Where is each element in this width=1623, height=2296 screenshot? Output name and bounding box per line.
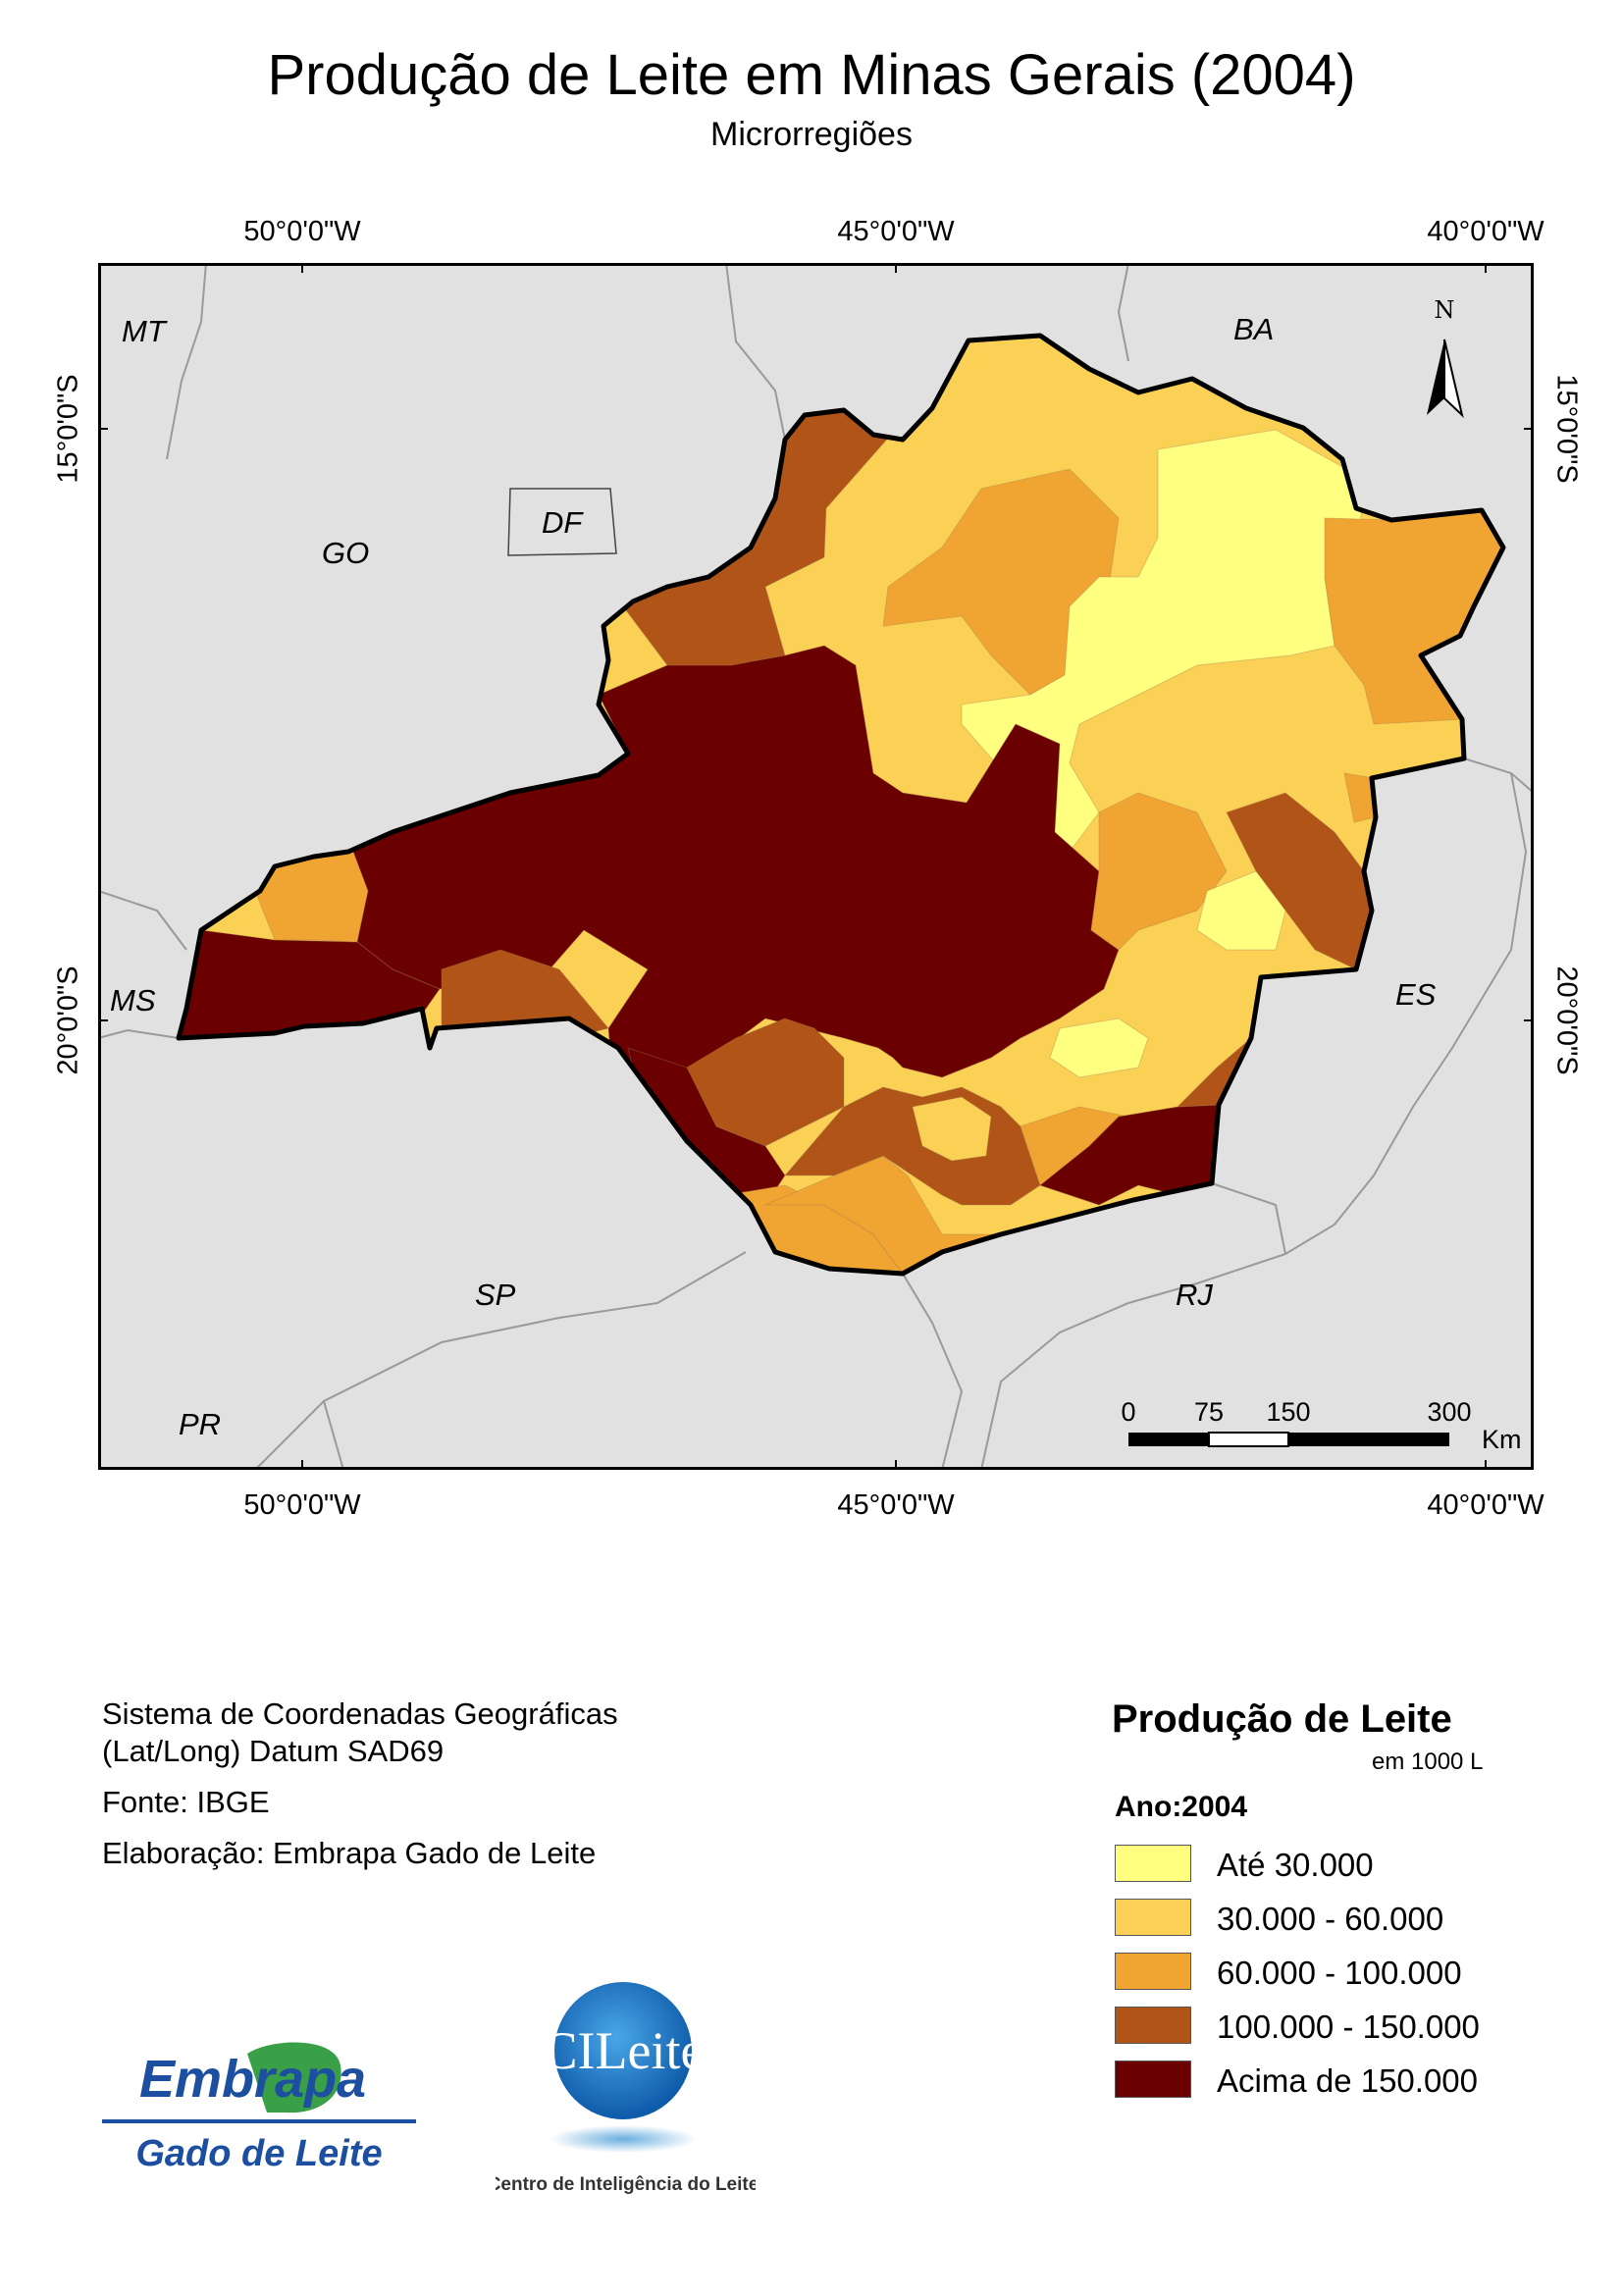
scale-bar: 0 75 150 300 Km xyxy=(1121,1397,1521,1454)
minas-gerais-outline xyxy=(176,333,1506,1277)
state-label-rj: RJ xyxy=(1176,1278,1213,1312)
state-label-mt: MT xyxy=(122,314,168,348)
right-latitude-label: 15°0'0"S xyxy=(1550,374,1583,484)
map-frame: MT BA GO DF MS ES SP RJ PR xyxy=(98,263,1534,1470)
state-label-df: DF xyxy=(542,505,584,540)
crs-line-2: (Lat/Long) Datum SAD69 xyxy=(102,1734,445,1768)
region-east-mid xyxy=(1090,792,1228,951)
top-longitude-label: 45°0'0"W xyxy=(837,216,955,247)
bottom-longitude-label: 50°0'0"W xyxy=(243,1489,361,1521)
legend-swatch xyxy=(1115,1953,1191,1990)
scale-unit: Km xyxy=(1482,1425,1522,1454)
region-south-yellow xyxy=(1049,1018,1149,1078)
legend-title: Produção de Leite xyxy=(1112,1697,1452,1741)
legend-unit: em 1000 L xyxy=(1372,1748,1484,1775)
neighbor-state-borders xyxy=(98,263,1534,1470)
north-arrow-label: N xyxy=(1435,296,1455,324)
state-label-sp: SP xyxy=(475,1278,516,1312)
embrapa-logo: Embrapa Gado de Leite xyxy=(100,2036,419,2193)
legend-label: Até 30.000 xyxy=(1217,1847,1374,1883)
right-latitude-label: 20°0'0"S xyxy=(1550,965,1583,1075)
state-label-pr: PR xyxy=(179,1407,221,1441)
bottom-longitude-label: 45°0'0"W xyxy=(837,1489,955,1521)
author-text: Elaboração: Embrapa Gado de Leite xyxy=(102,1836,597,1870)
region-east-yellow xyxy=(1196,870,1286,951)
crs-line-1: Sistema de Coordenadas Geográficas xyxy=(102,1696,618,1731)
scale-tick-label: 150 xyxy=(1266,1397,1310,1427)
left-latitude-label: 15°0'0"S xyxy=(52,374,84,484)
scale-tick-label: 0 xyxy=(1121,1397,1135,1427)
left-latitude-label: 20°0'0"S xyxy=(52,965,84,1075)
legend-label: 30.000 - 60.000 xyxy=(1217,1901,1444,1937)
bottom-longitude-label: 40°0'0"W xyxy=(1427,1489,1544,1521)
north-arrow-icon: N xyxy=(1427,296,1464,419)
legend-label: 60.000 - 100.000 xyxy=(1217,1955,1462,1991)
cileite-logo: CILeite Centro de Inteligência do Leite xyxy=(488,1972,759,2208)
legend-label: Acima de 150.000 xyxy=(1217,2062,1479,2099)
top-longitude-label: 50°0'0"W xyxy=(243,216,361,247)
svg-text:Embrapa: Embrapa xyxy=(139,2050,366,2109)
source-text: Fonte: IBGE xyxy=(102,1785,270,1819)
legend-swatch xyxy=(1115,1845,1191,1882)
svg-text:CILeite: CILeite xyxy=(543,2021,705,2080)
legend-swatch xyxy=(1115,2007,1191,2044)
top-longitude-label: 40°0'0"W xyxy=(1427,216,1544,247)
state-label-es: ES xyxy=(1395,977,1437,1012)
map-border xyxy=(98,263,1534,1470)
legend-year: Ano:2004 xyxy=(1115,1791,1248,1823)
svg-text:Gado de Leite: Gado de Leite xyxy=(135,2133,382,2174)
map-title: Produção de Leite em Minas Gerais (2004) xyxy=(267,43,1356,107)
legend-swatch xyxy=(1115,1899,1191,1936)
state-label-go: GO xyxy=(322,536,369,570)
df-boundary xyxy=(507,488,617,556)
scale-tick-label: 75 xyxy=(1194,1397,1224,1427)
state-label-ba: BA xyxy=(1233,312,1274,346)
scale-tick-label: 300 xyxy=(1427,1397,1471,1427)
graticule-ticks xyxy=(98,263,1534,1470)
map-canvas: MT BA GO DF MS ES SP RJ PR xyxy=(98,263,1534,1470)
region-south-central-light xyxy=(912,1096,992,1162)
map-subtitle: Microrregiões xyxy=(710,116,913,153)
svg-text:Centro de Inteligência do Leit: Centro de Inteligência do Leite xyxy=(496,2174,756,2195)
legend-label: 100.000 - 150.000 xyxy=(1217,2009,1480,2045)
legend-swatch xyxy=(1115,2061,1191,2098)
state-label-ms: MS xyxy=(110,983,156,1018)
